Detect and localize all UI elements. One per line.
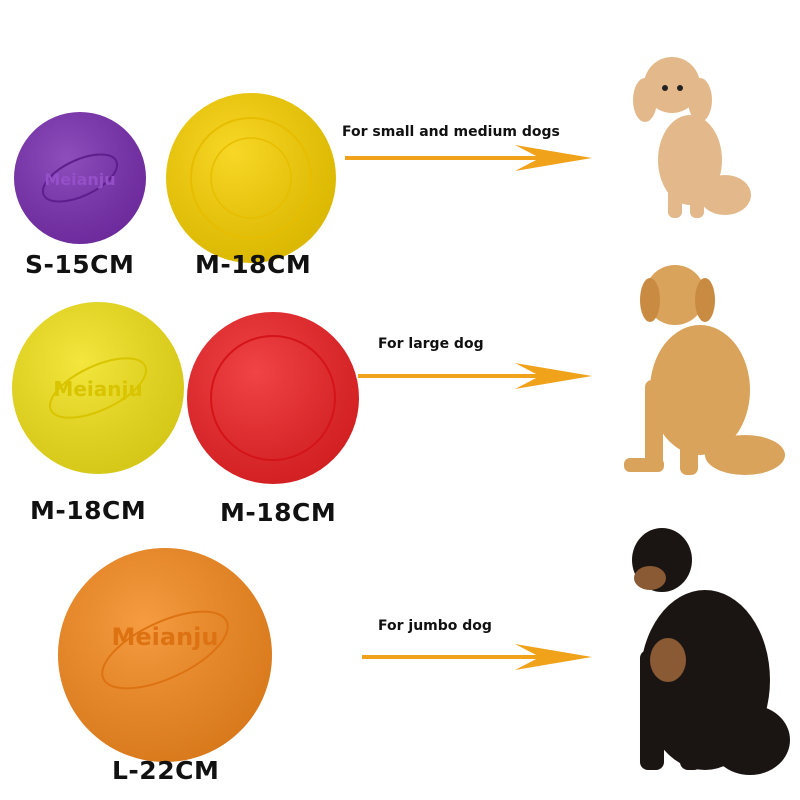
size-label: L-22CM: [112, 756, 220, 785]
golden-retriever-image: [624, 265, 785, 475]
arrow: [362, 644, 592, 670]
poodle-image: [633, 57, 751, 218]
size-label: M-18CM: [195, 250, 312, 279]
disc-logo: Meianju: [53, 377, 142, 401]
disc-logo: Meianju: [112, 623, 219, 651]
disc-yellow-logo: Meianju: [12, 302, 184, 474]
row-note: For jumbo dog: [378, 618, 492, 634]
row-note: For large dog: [378, 336, 484, 352]
size-label: M-18CM: [30, 496, 147, 525]
arrow: [345, 145, 592, 171]
disc-yellow-medium: [166, 93, 336, 263]
disc-purple-small: Meianju: [14, 112, 146, 244]
rottweiler-image: [632, 528, 790, 775]
size-label: M-18CM: [220, 498, 337, 527]
row-note: For small and medium dogs: [342, 124, 560, 140]
size-label: S-15CM: [25, 250, 135, 279]
disc-orange-large: Meianju: [58, 548, 272, 762]
arrow: [358, 363, 592, 389]
disc-red: [187, 312, 359, 484]
disc-logo: Meianju: [44, 170, 115, 189]
